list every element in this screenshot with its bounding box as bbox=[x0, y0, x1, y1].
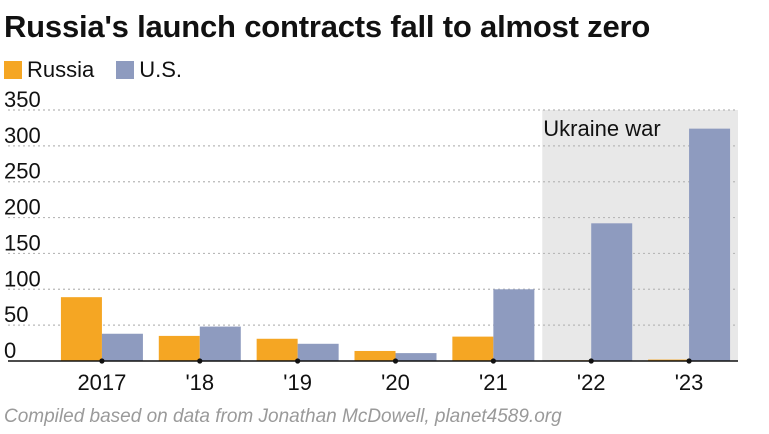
legend-swatch-russia bbox=[4, 61, 22, 79]
y-tick-label: 250 bbox=[4, 159, 41, 184]
y-tick-label: 300 bbox=[4, 123, 41, 148]
legend-label-russia: Russia bbox=[27, 57, 95, 82]
bar-us bbox=[689, 128, 731, 361]
bar-russia bbox=[354, 350, 396, 361]
bar-russia bbox=[452, 336, 494, 361]
x-tick-label: 2017 bbox=[77, 370, 126, 395]
chart-legend: Russia U.S. bbox=[4, 57, 204, 83]
x-tick-mark bbox=[392, 358, 399, 364]
y-tick-label: 200 bbox=[4, 195, 41, 220]
bar-us bbox=[493, 289, 535, 361]
annotation-label: Ukraine war bbox=[543, 116, 660, 141]
x-tick-mark bbox=[295, 358, 301, 364]
bar-us bbox=[395, 353, 437, 361]
bar-us bbox=[101, 333, 143, 361]
y-tick-label: 100 bbox=[4, 266, 41, 291]
y-tick-label: 350 bbox=[4, 87, 41, 112]
x-tick-label: '18 bbox=[185, 370, 214, 395]
x-tick-label: '23 bbox=[675, 370, 704, 395]
bar-russia bbox=[60, 297, 102, 361]
bar-russia bbox=[256, 338, 298, 361]
x-tick-mark bbox=[686, 358, 692, 364]
bar-us bbox=[297, 343, 339, 361]
x-tick-mark bbox=[588, 358, 594, 364]
chart-title: Russia's launch contracts fall to almost… bbox=[4, 9, 651, 44]
legend-item-russia: Russia bbox=[4, 57, 94, 83]
y-tick-label: 0 bbox=[4, 338, 16, 363]
x-tick-label: '22 bbox=[577, 370, 606, 395]
x-tick-mark bbox=[99, 358, 105, 364]
bar-us bbox=[591, 223, 633, 361]
x-tick-mark bbox=[490, 358, 496, 364]
bar-russia bbox=[158, 335, 200, 361]
x-tick-mark bbox=[197, 358, 203, 364]
x-tick-label: '20 bbox=[381, 370, 410, 395]
x-tick-label: '21 bbox=[479, 370, 508, 395]
legend-swatch-us bbox=[116, 61, 135, 79]
legend-label-us: U.S. bbox=[139, 57, 183, 82]
legend-item-us: U.S. bbox=[116, 57, 182, 83]
bar-us bbox=[199, 326, 241, 361]
y-tick-label: 150 bbox=[4, 230, 41, 255]
source-note: Compiled based on data from Jonathan McD… bbox=[4, 406, 562, 427]
y-tick-label: 50 bbox=[4, 302, 28, 327]
x-tick-label: '19 bbox=[283, 370, 312, 395]
